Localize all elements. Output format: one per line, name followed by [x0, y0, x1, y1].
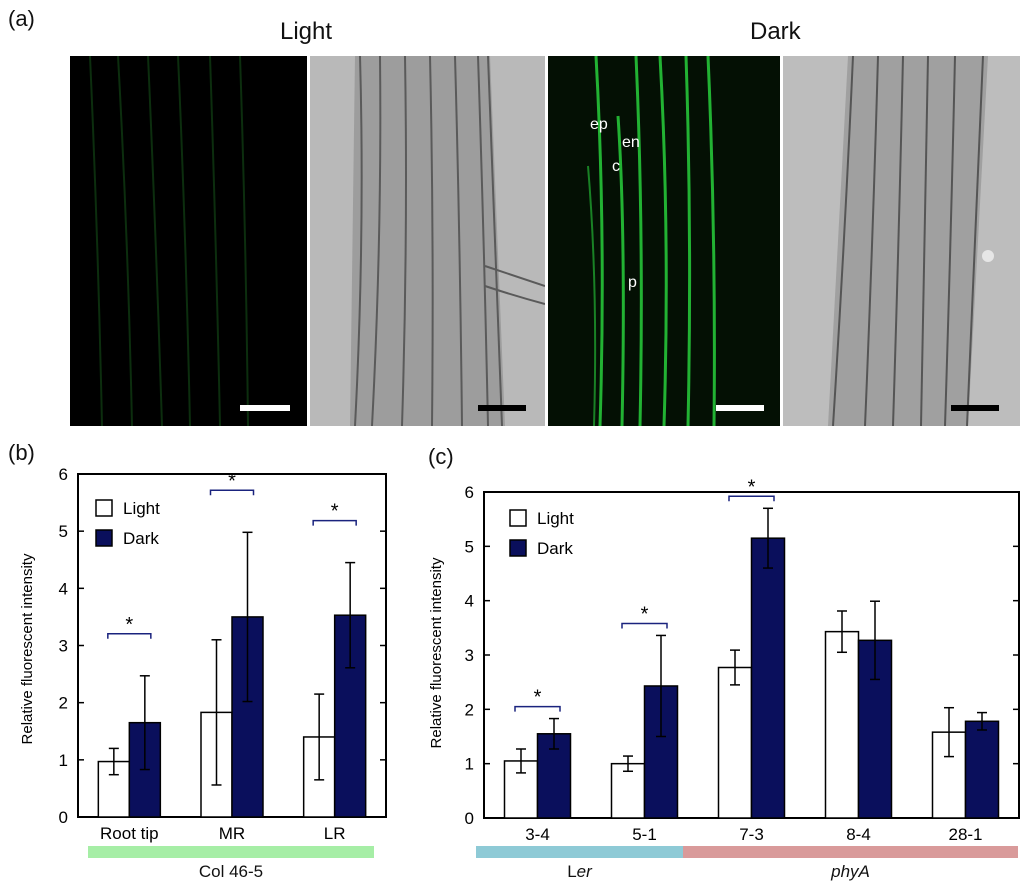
phya-group-label: phyA	[831, 862, 870, 881]
chart-b-xtick-label: Root tip	[100, 824, 159, 843]
chart-b-sig-bracket	[107, 633, 152, 639]
chart-c-xtick-label: 7-3	[739, 825, 764, 844]
chart-c-sig-bracket	[728, 495, 775, 502]
chart-c-bar-dark	[857, 639, 893, 819]
chart-b-legend-label-light: Light	[123, 499, 160, 518]
chart-b-ylabel: Relative fluorescent intensity	[19, 553, 36, 744]
cell-label-p: p	[628, 274, 637, 291]
chart-c-bar-light	[824, 630, 860, 819]
chart-c-ytick-label: 6	[465, 483, 474, 502]
chart-b-ytick-label: 4	[59, 579, 68, 598]
chart-c-ytick-label: 3	[465, 646, 474, 665]
chart-c-legend-label-dark: Dark	[537, 539, 573, 558]
ler-text: Ler	[567, 862, 592, 881]
chart-c-legend-label-light: Light	[537, 509, 574, 528]
chart-c-bar-light	[610, 762, 646, 819]
chart-c-bar-light	[931, 731, 967, 819]
cell-label-ep: ep	[590, 116, 608, 133]
ler-text-er: er	[576, 862, 592, 881]
dark-bf-scale-bar	[951, 405, 999, 411]
chart-b-plot-frame	[77, 473, 387, 818]
chart-c-ytick-label: 2	[465, 700, 474, 719]
chart-c-ytick-label: 1	[465, 755, 474, 774]
chart-c-ytick-label: 4	[465, 592, 474, 611]
light-brightfield-image	[310, 56, 545, 426]
panel-c-label: (c)	[428, 444, 454, 469]
chart-c-xtick-label: 8-4	[846, 825, 871, 844]
light-fluorescence-image	[70, 56, 307, 426]
col-group-label: Col 46-5	[198, 862, 264, 881]
cell-label-en: en	[622, 134, 640, 151]
chart-b-ytick-label: 6	[59, 465, 68, 484]
chart-c-legend-swatch-dark	[509, 539, 527, 557]
phya-group-strip	[683, 846, 1018, 858]
chart-b-bar-light	[302, 736, 336, 818]
dark-fluor-scale-bar	[716, 405, 764, 411]
panel-b-label: (b)	[8, 440, 35, 465]
panel-a-label: (a)	[8, 6, 35, 31]
chart-c-xtick-label: 5-1	[632, 825, 657, 844]
cell-label-c: c	[612, 158, 620, 175]
chart-b-sig-bracket	[312, 519, 357, 526]
chart-c-bar-dark	[964, 720, 1000, 819]
dark-fluorescence-image	[548, 56, 780, 426]
chart-c-ylabel: Relative fluorescent intensity	[428, 557, 445, 748]
chart-b-sig-star: *	[228, 470, 236, 492]
chart-b-ytick-label: 0	[59, 808, 68, 827]
ler-group-strip	[476, 846, 683, 858]
chart-c-ytick-label: 5	[465, 537, 474, 556]
light-bf-scale-bar	[478, 405, 526, 411]
chart-c-bar-dark	[643, 685, 679, 819]
chart-b-bar-light	[97, 760, 131, 818]
chart-b-sig-star: *	[125, 614, 133, 636]
chart-b-ytick-label: 2	[59, 694, 68, 713]
chart-c-legend-swatch-light	[509, 509, 527, 527]
chart-b-sig-bracket	[209, 489, 255, 496]
chart-b-bar-dark	[128, 721, 162, 818]
light-fluor-scale-bar	[240, 405, 290, 411]
chart-b-bar-light	[200, 711, 233, 818]
chart-c-sig-bracket	[621, 622, 668, 629]
chart-c-xtick-label: 3-4	[525, 825, 550, 844]
ler-group-label: Ler	[476, 862, 683, 882]
chart-b-xtick-label: LR	[324, 824, 346, 843]
chart-c-sig-star: *	[748, 476, 756, 498]
chart-b-ytick-label: 1	[59, 751, 68, 770]
chart-c-plot-frame	[483, 491, 1020, 819]
light-condition-title: Light	[280, 18, 333, 45]
chart-b-sig-star: *	[331, 501, 339, 523]
chart-c-sig-star: *	[641, 603, 649, 625]
chart-b-bar-dark	[231, 616, 264, 818]
chart-c-bar-dark	[750, 537, 786, 819]
col-group-strip	[88, 846, 374, 858]
chart-b-ytick-label: 3	[59, 637, 68, 656]
chart-b-bar-dark	[333, 614, 367, 818]
dark-condition-title: Dark	[750, 18, 801, 45]
chart-b-xtick-label: MR	[219, 824, 245, 843]
chart-b-legend-swatch-light	[95, 499, 113, 517]
chart-c-xtick-label: 28-1	[948, 825, 982, 844]
chart-c-sig-bracket	[514, 705, 561, 712]
chart-c-sig-star: *	[534, 687, 542, 709]
chart-c-bar-dark	[536, 733, 572, 819]
chart-c-bar-light	[717, 666, 753, 819]
chart-b-ytick-label: 5	[59, 522, 68, 541]
chart-c-ytick-label: 0	[465, 809, 474, 828]
ler-text-l: L	[567, 862, 577, 881]
chart-b-legend-swatch-dark	[95, 529, 113, 547]
chart-c-bar-light	[503, 760, 539, 819]
chart-b-legend-label-dark: Dark	[123, 529, 159, 548]
dark-brightfield-image	[783, 56, 1020, 426]
